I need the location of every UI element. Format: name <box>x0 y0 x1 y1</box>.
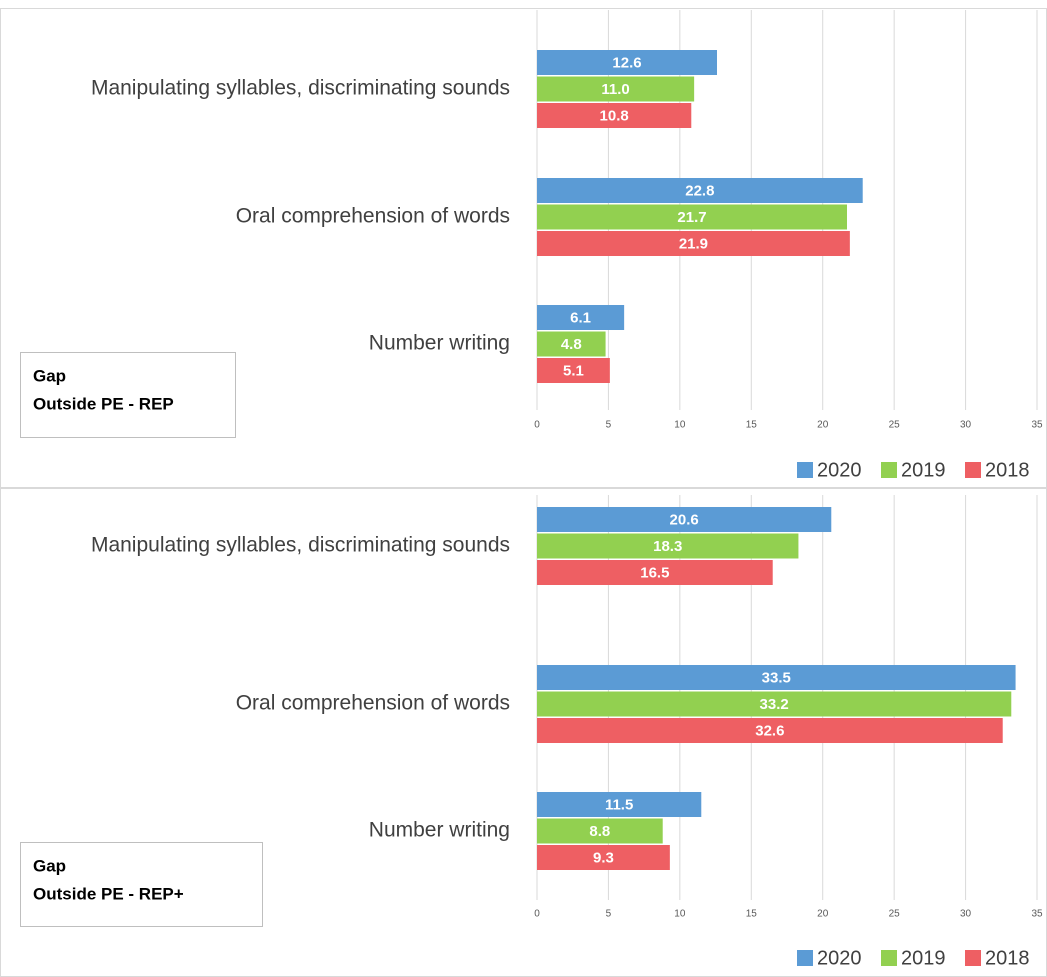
bar <box>537 50 717 75</box>
legend-swatch <box>797 950 813 966</box>
value-label: 12.6 <box>612 54 641 71</box>
value-label: 9.3 <box>593 849 614 866</box>
legend-label: 2018 <box>985 459 1030 481</box>
bar <box>537 178 863 203</box>
x-tick-label: 20 <box>817 909 829 920</box>
bar <box>537 331 606 357</box>
value-label: 21.7 <box>677 209 706 226</box>
x-tick-label: 0 <box>534 420 540 431</box>
category-label: Oral comprehension of words <box>236 205 510 228</box>
category-label: Manipulating syllables, discriminating s… <box>91 77 510 100</box>
legend-swatch <box>965 950 981 966</box>
value-label: 20.6 <box>670 511 699 528</box>
value-label: 11.0 <box>601 81 629 98</box>
value-label: 32.6 <box>755 722 784 739</box>
bar <box>537 103 692 128</box>
bar <box>537 204 847 230</box>
bar <box>537 792 702 817</box>
bar <box>537 718 1003 743</box>
legend-label: 2019 <box>901 459 946 481</box>
bar <box>537 533 799 559</box>
annotation: Outside PE - REP+ <box>33 884 184 903</box>
category-label: Number writing <box>369 819 510 842</box>
x-tick-label: 5 <box>606 909 612 920</box>
legend-swatch <box>797 462 813 478</box>
annotation-box <box>20 352 236 438</box>
legend-swatch <box>965 462 981 478</box>
bar <box>537 691 1012 717</box>
annotation: Gap <box>33 856 66 875</box>
legend-label: 2020 <box>817 947 862 969</box>
value-label: 4.8 <box>561 336 582 353</box>
legend-swatch <box>881 462 897 478</box>
value-label: 11.5 <box>605 796 633 813</box>
x-tick-label: 30 <box>960 909 972 920</box>
value-label: 21.9 <box>679 235 708 252</box>
bar <box>537 818 663 844</box>
value-label: 10.8 <box>600 107 629 124</box>
x-tick-label: 15 <box>746 420 758 431</box>
x-tick-label: 25 <box>889 909 901 920</box>
legend-label: 2018 <box>985 947 1030 969</box>
value-label: 18.3 <box>653 538 682 555</box>
value-label: 16.5 <box>640 564 669 581</box>
x-tick-label: 15 <box>746 909 758 920</box>
bar <box>537 665 1016 690</box>
x-tick-label: 5 <box>606 420 612 431</box>
annotation-box <box>20 842 263 927</box>
bar <box>537 845 670 870</box>
value-label: 33.5 <box>762 669 791 686</box>
category-label: Manipulating syllables, discriminating s… <box>91 534 510 557</box>
value-label: 33.2 <box>760 696 789 713</box>
value-label: 22.8 <box>685 182 714 199</box>
bar <box>537 231 850 256</box>
x-tick-label: 10 <box>674 420 686 431</box>
legend-label: 2020 <box>817 459 862 481</box>
bar <box>537 560 773 585</box>
annotation: Outside PE - REP <box>33 394 174 413</box>
x-tick-label: 10 <box>674 909 686 920</box>
x-tick-label: 20 <box>817 420 829 431</box>
value-label: 5.1 <box>563 362 584 379</box>
x-tick-label: 30 <box>960 420 972 431</box>
value-label: 8.8 <box>589 823 610 840</box>
bar <box>537 76 695 102</box>
bar <box>537 358 610 383</box>
x-tick-label: 35 <box>1031 909 1043 920</box>
bar <box>537 507 832 532</box>
x-tick-label: 0 <box>534 909 540 920</box>
category-label: Number writing <box>369 332 510 355</box>
value-label: 6.1 <box>570 309 591 326</box>
x-tick-label: 25 <box>889 420 901 431</box>
annotation: Gap <box>33 366 66 385</box>
legend-label: 2019 <box>901 947 946 969</box>
x-tick-label: 35 <box>1031 420 1043 431</box>
bar <box>537 305 625 330</box>
category-label: Oral comprehension of words <box>236 692 510 715</box>
legend-swatch <box>881 950 897 966</box>
